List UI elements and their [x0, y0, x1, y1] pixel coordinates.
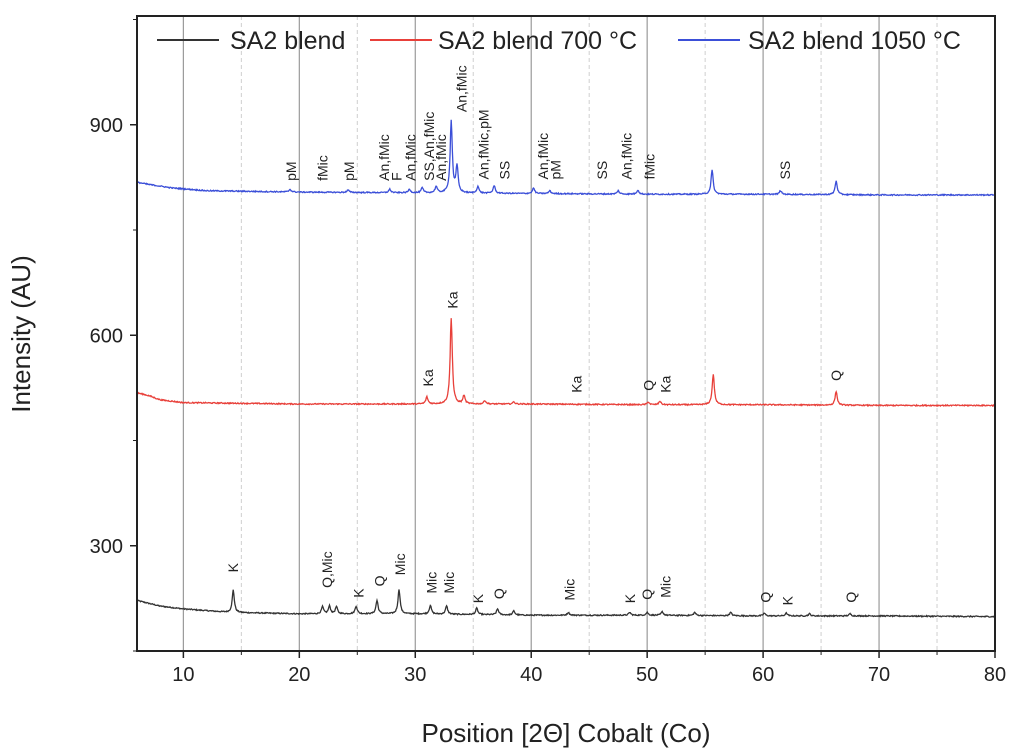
- peak-label: An,fMic: [535, 133, 551, 180]
- peak-label: Q,Mic: [319, 551, 335, 588]
- peak-label: Q: [491, 588, 507, 599]
- legend-entry-2: SA2 blend 1050 °C: [748, 27, 961, 55]
- peak-label: Ka: [658, 375, 674, 392]
- peak-label: SS,An,fMic: [421, 112, 437, 181]
- peak-label: SS: [777, 161, 793, 180]
- y-tick-label: 300: [90, 536, 123, 558]
- axis-ticks: 10 20 30 40 50 60 70 80 300 600 900: [90, 19, 1006, 686]
- x-tick-label: 60: [752, 664, 774, 686]
- peak-label: Q: [639, 589, 655, 600]
- grid-lines: [182, 16, 938, 651]
- legend-entry-1: SA2 blend 700 °C: [438, 27, 637, 55]
- peak-label: Mic: [562, 579, 578, 601]
- peak-label: pM: [548, 160, 564, 179]
- peak-label: K: [470, 593, 486, 603]
- peak-label: fMic: [315, 155, 331, 181]
- y-axis-title: Intensity (AU): [6, 255, 36, 413]
- peak-label: Q: [371, 575, 387, 586]
- legend-entry-0: SA2 blend: [230, 27, 345, 55]
- peak-label: Q: [843, 592, 859, 603]
- peak-label: An,fMic: [454, 65, 470, 112]
- peak-label: fMic: [642, 154, 658, 180]
- peak-label: pM: [283, 161, 299, 180]
- peak-label: Ka: [420, 369, 436, 386]
- series-layer: [136, 119, 996, 619]
- peak-label: Mic: [392, 553, 408, 575]
- x-axis-title: Position [2Θ] Cobalt (Co): [421, 718, 710, 748]
- peak-label: An,fMic,pM: [476, 109, 492, 179]
- peak-label: K: [622, 593, 638, 603]
- x-tick-label: 50: [636, 664, 658, 686]
- peak-label: Ka: [568, 375, 584, 392]
- x-tick-label: 80: [984, 664, 1006, 686]
- series-line-1: [137, 318, 996, 408]
- x-tick-label: 10: [172, 664, 194, 686]
- x-tick-label: 20: [288, 664, 310, 686]
- x-tick-label: 70: [868, 664, 890, 686]
- peak-label: pM: [341, 161, 357, 180]
- plot-frame: [136, 15, 996, 652]
- peak-label: Q: [640, 380, 656, 391]
- peak-label: An,fMic: [376, 134, 392, 181]
- peak-label: Ka: [444, 291, 460, 308]
- peak-label: An,fMic: [433, 134, 449, 181]
- peak-label: Mic: [424, 572, 440, 594]
- peak-label: Q: [757, 592, 773, 603]
- peak-label: F: [389, 172, 405, 181]
- x-tick-label: 40: [520, 664, 542, 686]
- peak-label: An,fMic: [403, 134, 419, 181]
- peak-label: K: [225, 562, 241, 572]
- y-tick-label: 900: [90, 115, 123, 137]
- x-tick-label: 30: [404, 664, 426, 686]
- peak-label: K: [351, 588, 367, 598]
- legend: SA2 blend SA2 blend 700 °C SA2 blend 1050 …: [157, 27, 961, 55]
- peak-label: SS: [594, 161, 610, 180]
- y-tick-label: 600: [90, 325, 123, 347]
- peak-label: An,fMic: [618, 133, 634, 180]
- peak-label: Q: [828, 370, 844, 381]
- peak-label: Mic: [441, 572, 457, 594]
- peak-label: K: [780, 595, 796, 605]
- series-line-2: [136, 119, 996, 197]
- peak-label: Mic: [658, 576, 674, 598]
- peak-label: SS: [497, 161, 513, 180]
- series-line-0: [136, 589, 996, 619]
